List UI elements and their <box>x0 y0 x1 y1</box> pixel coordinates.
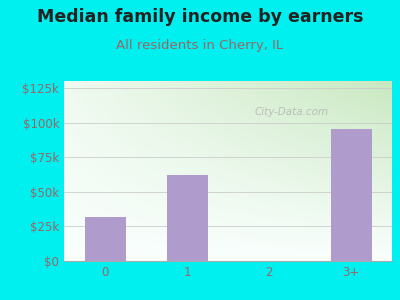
Text: All residents in Cherry, IL: All residents in Cherry, IL <box>116 39 284 52</box>
Text: City-Data.com: City-Data.com <box>254 106 328 117</box>
Text: Median family income by earners: Median family income by earners <box>37 8 363 26</box>
Bar <box>330 130 372 261</box>
Bar <box>84 217 126 261</box>
Bar <box>166 175 208 261</box>
